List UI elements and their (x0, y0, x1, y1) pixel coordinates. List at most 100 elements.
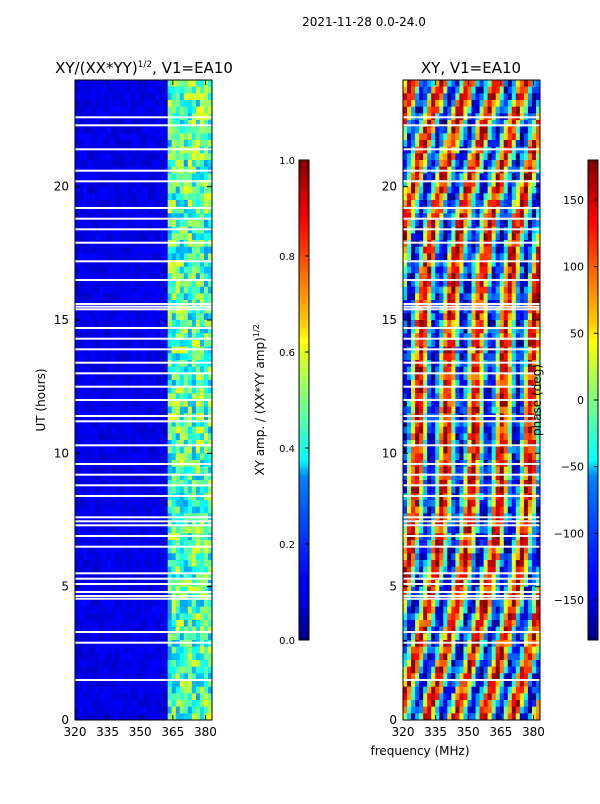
heatmap-cell (200, 407, 204, 414)
heatmap-cell (443, 233, 447, 240)
heatmap-cell (131, 447, 135, 454)
heatmap-cell (200, 220, 204, 227)
heatmap-cell (156, 100, 160, 107)
heatmap-cell (135, 173, 139, 180)
heatmap-cell (180, 500, 184, 507)
flag-line (75, 116, 212, 118)
heatmap-cell (164, 160, 168, 167)
heatmap-cell (123, 373, 127, 380)
heatmap-cell (480, 160, 484, 167)
heatmap-cell (144, 160, 148, 167)
heatmap-cell (103, 453, 107, 460)
heatmap-cell (156, 527, 160, 534)
heatmap-cell (83, 687, 87, 694)
heatmap-cell (139, 253, 143, 260)
heatmap-cell (504, 280, 508, 287)
heatmap-cell (496, 280, 500, 287)
heatmap-cell (164, 200, 168, 207)
heatmap-cell (451, 107, 455, 114)
heatmap-cell (520, 373, 524, 380)
heatmap-cell (87, 700, 91, 707)
heatmap-cell (188, 433, 192, 440)
heatmap-cell (431, 220, 435, 227)
heatmap-cell (83, 87, 87, 94)
heatmap-cell (431, 193, 435, 200)
heatmap-cell (123, 633, 127, 640)
heatmap-cell (123, 340, 127, 347)
heatmap-cell (188, 620, 192, 627)
heatmap-cell (127, 353, 131, 360)
flag-line (75, 348, 212, 350)
heatmap-cell (192, 433, 196, 440)
heatmap-cell (516, 160, 520, 167)
heatmap-cell (476, 140, 480, 147)
heatmap-cell (488, 80, 492, 87)
heatmap-cell (115, 153, 119, 160)
heatmap-cell (131, 127, 135, 134)
heatmap-cell (103, 153, 107, 160)
heatmap-cell (87, 527, 91, 534)
heatmap-cell (512, 387, 516, 394)
heatmap-cell (204, 653, 208, 660)
heatmap-cell (459, 247, 463, 254)
heatmap-cell (180, 200, 184, 207)
heatmap-cell (75, 613, 79, 620)
heatmap-cell (107, 340, 111, 347)
heatmap-cell (192, 247, 196, 254)
heatmap-cell (200, 153, 204, 160)
heatmap-cell (184, 647, 188, 654)
heatmap-cell (115, 407, 119, 414)
heatmap-cell (532, 173, 536, 180)
colorbar-tick-label: 0.4 (279, 444, 295, 455)
heatmap-cell (87, 233, 91, 240)
heatmap-cell (156, 667, 160, 674)
heatmap-cell (192, 100, 196, 107)
heatmap-cell (115, 600, 119, 607)
heatmap-cell (111, 700, 115, 707)
heatmap-cell (524, 87, 528, 94)
heatmap-cell (127, 287, 131, 294)
heatmap-cell (135, 400, 139, 407)
heatmap-cell (403, 373, 407, 380)
heatmap-cell (75, 340, 79, 347)
heatmap-cell (176, 200, 180, 207)
heatmap-cell (447, 220, 451, 227)
heatmap-cell (83, 667, 87, 674)
heatmap-cell (188, 233, 192, 240)
heatmap-cell (144, 400, 148, 407)
heatmap-cell (500, 293, 504, 300)
heatmap-cell (435, 253, 439, 260)
heatmap-cell (164, 340, 168, 347)
heatmap-cell (520, 87, 524, 94)
heatmap-cell (91, 80, 95, 87)
heatmap-cell (463, 133, 467, 140)
heatmap-cell (492, 280, 496, 287)
heatmap-cell (459, 133, 463, 140)
flag-line (75, 180, 212, 182)
heatmap-cell (488, 153, 492, 160)
heatmap-cell (528, 287, 532, 294)
heatmap-cell (164, 653, 168, 660)
heatmap-cell (99, 313, 103, 320)
heatmap-cell (79, 407, 83, 414)
heatmap-cell (407, 253, 411, 260)
heatmap-cell (115, 267, 119, 274)
heatmap-cell (500, 153, 504, 160)
heatmap-cell (472, 387, 476, 394)
heatmap-cell (488, 253, 492, 260)
heatmap-cell (472, 173, 476, 180)
heatmap-cell (152, 253, 156, 260)
flag-line (75, 308, 212, 310)
heatmap-cell (95, 160, 99, 167)
heatmap-cell (127, 500, 131, 507)
heatmap-cell (172, 527, 176, 534)
heatmap-cell (419, 140, 423, 147)
heatmap-cell (520, 287, 524, 294)
heatmap-cell (443, 313, 447, 320)
heatmap-cell (484, 87, 488, 94)
heatmap-cell (91, 100, 95, 107)
heatmap-cell (463, 253, 467, 260)
heatmap-cell (520, 233, 524, 240)
heatmap-cell (488, 160, 492, 167)
heatmap-cell (415, 80, 419, 87)
